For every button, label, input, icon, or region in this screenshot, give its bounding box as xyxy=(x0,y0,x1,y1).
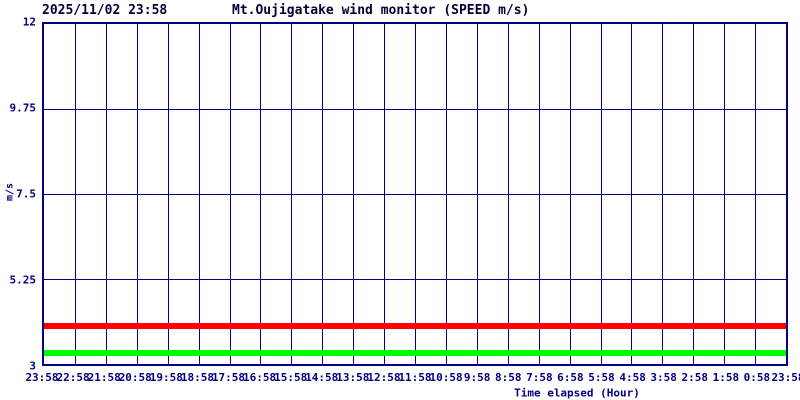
y-axis-ticks: 12 9.75 7.5 5.25 3 xyxy=(0,16,38,373)
x-tick-label: 1:58 xyxy=(712,371,740,384)
x-axis-label: Time elapsed (Hour) xyxy=(514,386,640,400)
x-tick-label: 13:58 xyxy=(336,371,370,384)
speed-line-green xyxy=(44,349,786,356)
y-tick-label: 12 xyxy=(22,15,36,29)
chart-title: Mt.Oujigatake wind monitor (SPEED m/s) xyxy=(232,3,530,18)
x-tick-label: 12:58 xyxy=(367,371,401,384)
x-tick-label: 15:58 xyxy=(274,371,308,384)
x-tick-label: 9:58 xyxy=(463,371,491,384)
y-tick-label: 7.5 xyxy=(16,187,36,201)
x-tick-label: 0:58 xyxy=(743,371,771,384)
x-tick-label: 6:58 xyxy=(557,371,584,384)
x-tick-label: 18:58 xyxy=(180,371,214,384)
x-tick-label: 17:58 xyxy=(211,371,246,384)
header-timestamp: 2025/11/02 23:58 xyxy=(42,3,168,18)
x-axis-ticks: 23:58 22:58 21:58 20:58 19:58 18:58 17:58 16:58… xyxy=(25,371,800,384)
x-tick-label: 20:58 xyxy=(118,371,152,384)
horizontal-gridline xyxy=(44,194,786,195)
plot-area xyxy=(42,22,788,366)
y-tick-label: 9.75 xyxy=(9,101,37,115)
x-tick-label: 10:58 xyxy=(429,371,463,384)
x-tick-label: 23:58 xyxy=(25,371,59,384)
x-tick-label: 2:58 xyxy=(681,371,709,384)
x-tick-label: 19:58 xyxy=(149,371,183,384)
x-tick-label: 4:58 xyxy=(619,371,646,384)
x-tick-label: 5:58 xyxy=(588,371,615,384)
y-tick-label: 5.25 xyxy=(9,273,37,287)
x-tick-label: 16:58 xyxy=(243,371,277,384)
horizontal-gridline xyxy=(44,109,786,110)
x-tick-label: 7:58 xyxy=(526,371,553,384)
x-tick-label: 21:58 xyxy=(87,371,121,384)
y-tick-label: 3 xyxy=(29,359,36,373)
x-tick-label: 8:58 xyxy=(495,371,522,384)
x-tick-label: 11:58 xyxy=(398,371,432,384)
horizontal-gridline xyxy=(44,279,786,280)
speed-line-red xyxy=(44,323,786,330)
x-tick-label: 23:58 xyxy=(771,371,800,384)
x-tick-label: 22:58 xyxy=(56,371,90,384)
x-tick-label: 3:58 xyxy=(650,371,677,384)
x-tick-label: 14:58 xyxy=(305,371,339,384)
y-axis-label: m/s xyxy=(4,182,16,202)
